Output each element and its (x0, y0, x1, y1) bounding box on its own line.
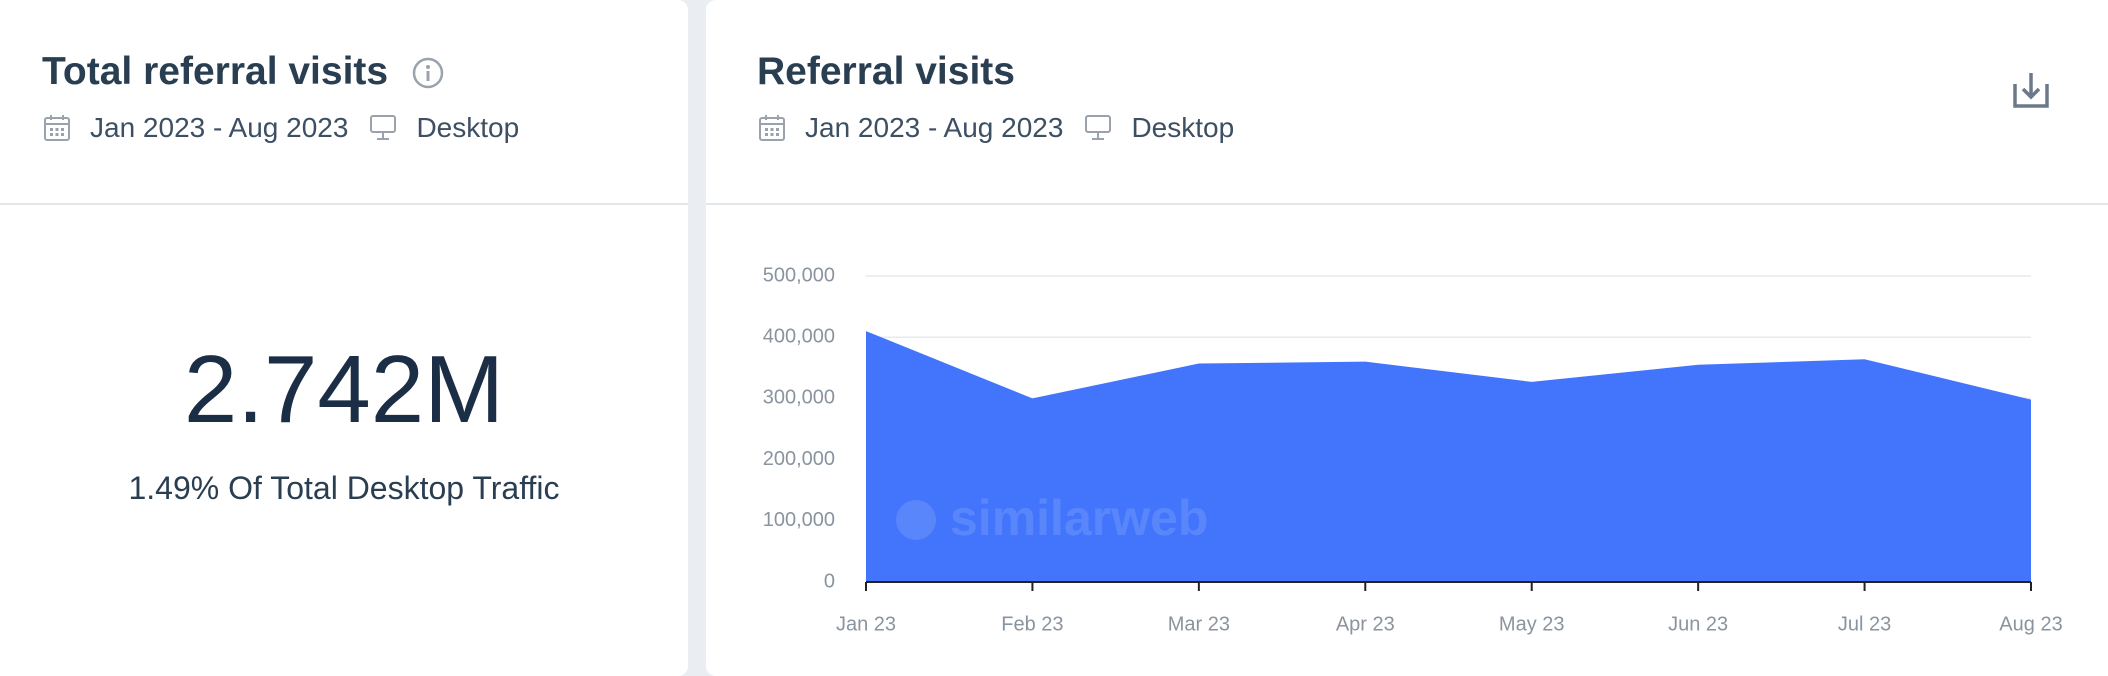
x-tick-label: Jan 23 (836, 613, 896, 635)
total-card: Total referral visits Jan 2023 - Aug 202… (0, 0, 688, 676)
x-tick-label: Feb 23 (1001, 613, 1063, 635)
x-tick-label: May 23 (1499, 613, 1565, 635)
desktop-icon (370, 115, 397, 140)
x-tick-label: Apr 23 (1336, 613, 1395, 635)
area (866, 331, 2031, 582)
y-tick-label: 500,000 (763, 264, 835, 286)
desktop-icon (1085, 115, 1112, 140)
card-header: Referral visits Jan 2023 - Aug 2023 Desk… (706, 0, 2108, 205)
x-tick-label: Mar 23 (1168, 613, 1230, 635)
device: Desktop (1131, 112, 1235, 143)
card-title: Total referral visits (42, 50, 445, 94)
y-tick-label: 400,000 (763, 325, 835, 347)
date-range: Jan 2023 - Aug 2023 (90, 112, 349, 143)
y-tick-label: 300,000 (763, 387, 835, 409)
subtitle: Jan 2023 - Aug 2023 Desktop (42, 112, 519, 144)
y-tick-label: 0 (824, 570, 835, 592)
subtitle: Jan 2023 - Aug 2023 Desktop (757, 112, 1234, 144)
watermark-logo (896, 500, 936, 540)
y-tick-label: 100,000 (763, 509, 835, 531)
download-button[interactable] (2011, 70, 2051, 110)
date-range: Jan 2023 - Aug 2023 (805, 112, 1064, 143)
watermark: similarweb (950, 490, 1208, 546)
metric-note: 1.49% Of Total Desktop Traffic (128, 470, 560, 506)
x-tick-label: Jun 23 (1668, 613, 1728, 635)
calendar-icon (44, 115, 70, 141)
y-tick-label: 200,000 (763, 448, 835, 470)
title-text: Total referral visits (42, 50, 389, 93)
device: Desktop (416, 112, 520, 143)
x-tick-label: Jul 23 (1838, 613, 1891, 635)
metric-value: 2.742M (183, 336, 505, 443)
card-header: Total referral visits Jan 2023 - Aug 202… (0, 0, 688, 205)
info-icon[interactable] (411, 56, 445, 90)
card-title: Referral visits (757, 50, 1015, 93)
calendar-icon (759, 115, 785, 141)
x-tick-label: Aug 23 (1999, 613, 2062, 635)
